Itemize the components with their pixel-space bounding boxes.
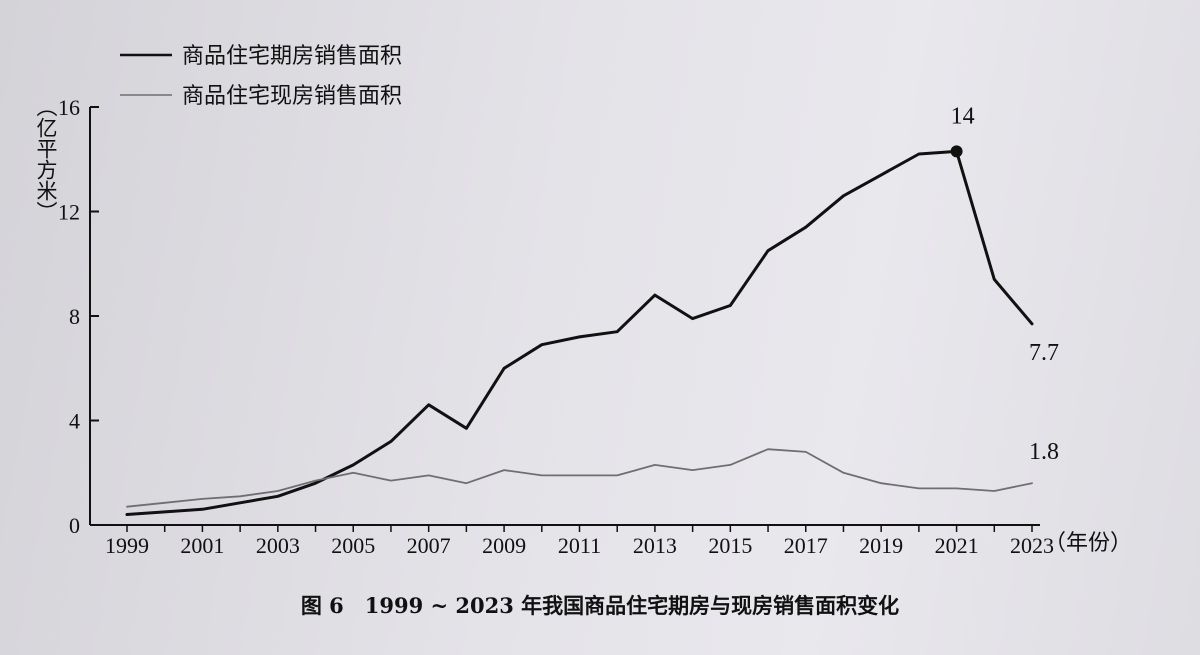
x-tick-label: 2005	[331, 533, 375, 558]
x-tick-label: 2017	[784, 533, 828, 558]
data-label: 1.8	[1029, 439, 1059, 465]
x-tick-label: 2011	[558, 533, 601, 558]
x-axis-label: （年份）	[1044, 530, 1132, 555]
y-tick-label: 8	[69, 304, 80, 329]
legend-label-presale: 商品住宅期房销售面积	[182, 44, 402, 69]
series-layer	[125, 149, 1034, 516]
x-tick-label: 2021	[935, 533, 979, 558]
y-axis-label: （亿平方米）	[34, 96, 58, 222]
legend-label-completed: 商品住宅现房销售面积	[182, 84, 402, 109]
series-line-presale	[125, 149, 1034, 516]
series-line-completed	[126, 448, 1033, 508]
legend: 商品住宅期房销售面积 商品住宅现房销售面积	[120, 44, 402, 109]
annotation-layer: 14 7.7 1.8	[950, 103, 1059, 465]
x-tick-label: 2001	[180, 533, 224, 558]
y-ticks: 0 4 8 12 16	[58, 95, 99, 538]
x-tick-label: 2007	[407, 533, 451, 558]
x-tick-label: 2009	[482, 533, 526, 558]
x-tick-label: 2023	[1010, 533, 1054, 558]
y-tick-label: 0	[69, 513, 80, 538]
x-tick-label: 2015	[708, 533, 752, 558]
data-label: 14	[951, 103, 975, 129]
y-tick-label: 12	[58, 200, 80, 225]
x-tick-label: 2003	[256, 533, 300, 558]
peak-marker	[950, 145, 963, 158]
y-tick-label: 4	[69, 409, 80, 434]
figure-caption: 图 6 1999 ~ 2023 年我国商品住宅期房与现房销售面积变化	[301, 593, 899, 618]
x-ticks: 1999 2001 2003 2005 2007 2009 2011 2013 2015 2017…	[105, 525, 1054, 558]
x-tick-label: 2013	[633, 533, 677, 558]
y-tick-label: 16	[58, 95, 80, 120]
x-tick-label: 2019	[859, 533, 903, 558]
data-label: 7.7	[1029, 340, 1059, 366]
x-tick-label: 1999	[105, 533, 149, 558]
